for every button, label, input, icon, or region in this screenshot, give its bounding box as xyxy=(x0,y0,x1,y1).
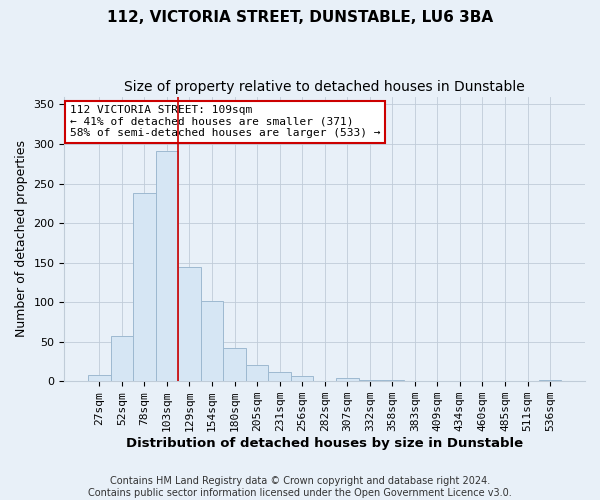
Text: 112, VICTORIA STREET, DUNSTABLE, LU6 3BA: 112, VICTORIA STREET, DUNSTABLE, LU6 3BA xyxy=(107,10,493,25)
Bar xyxy=(88,375,110,381)
Bar xyxy=(359,380,381,381)
Bar xyxy=(201,302,223,381)
Y-axis label: Number of detached properties: Number of detached properties xyxy=(15,140,28,338)
Bar xyxy=(133,193,155,381)
X-axis label: Distribution of detached houses by size in Dunstable: Distribution of detached houses by size … xyxy=(126,437,523,450)
Bar xyxy=(268,372,291,381)
Bar xyxy=(381,380,404,381)
Bar xyxy=(336,378,359,381)
Bar xyxy=(246,364,268,381)
Bar xyxy=(291,376,313,381)
Bar xyxy=(155,151,178,381)
Bar xyxy=(178,266,201,381)
Bar xyxy=(539,380,562,381)
Bar xyxy=(110,336,133,381)
Title: Size of property relative to detached houses in Dunstable: Size of property relative to detached ho… xyxy=(124,80,525,94)
Bar xyxy=(223,348,246,381)
Text: 112 VICTORIA STREET: 109sqm
← 41% of detached houses are smaller (371)
58% of se: 112 VICTORIA STREET: 109sqm ← 41% of det… xyxy=(70,105,380,138)
Text: Contains HM Land Registry data © Crown copyright and database right 2024.
Contai: Contains HM Land Registry data © Crown c… xyxy=(88,476,512,498)
